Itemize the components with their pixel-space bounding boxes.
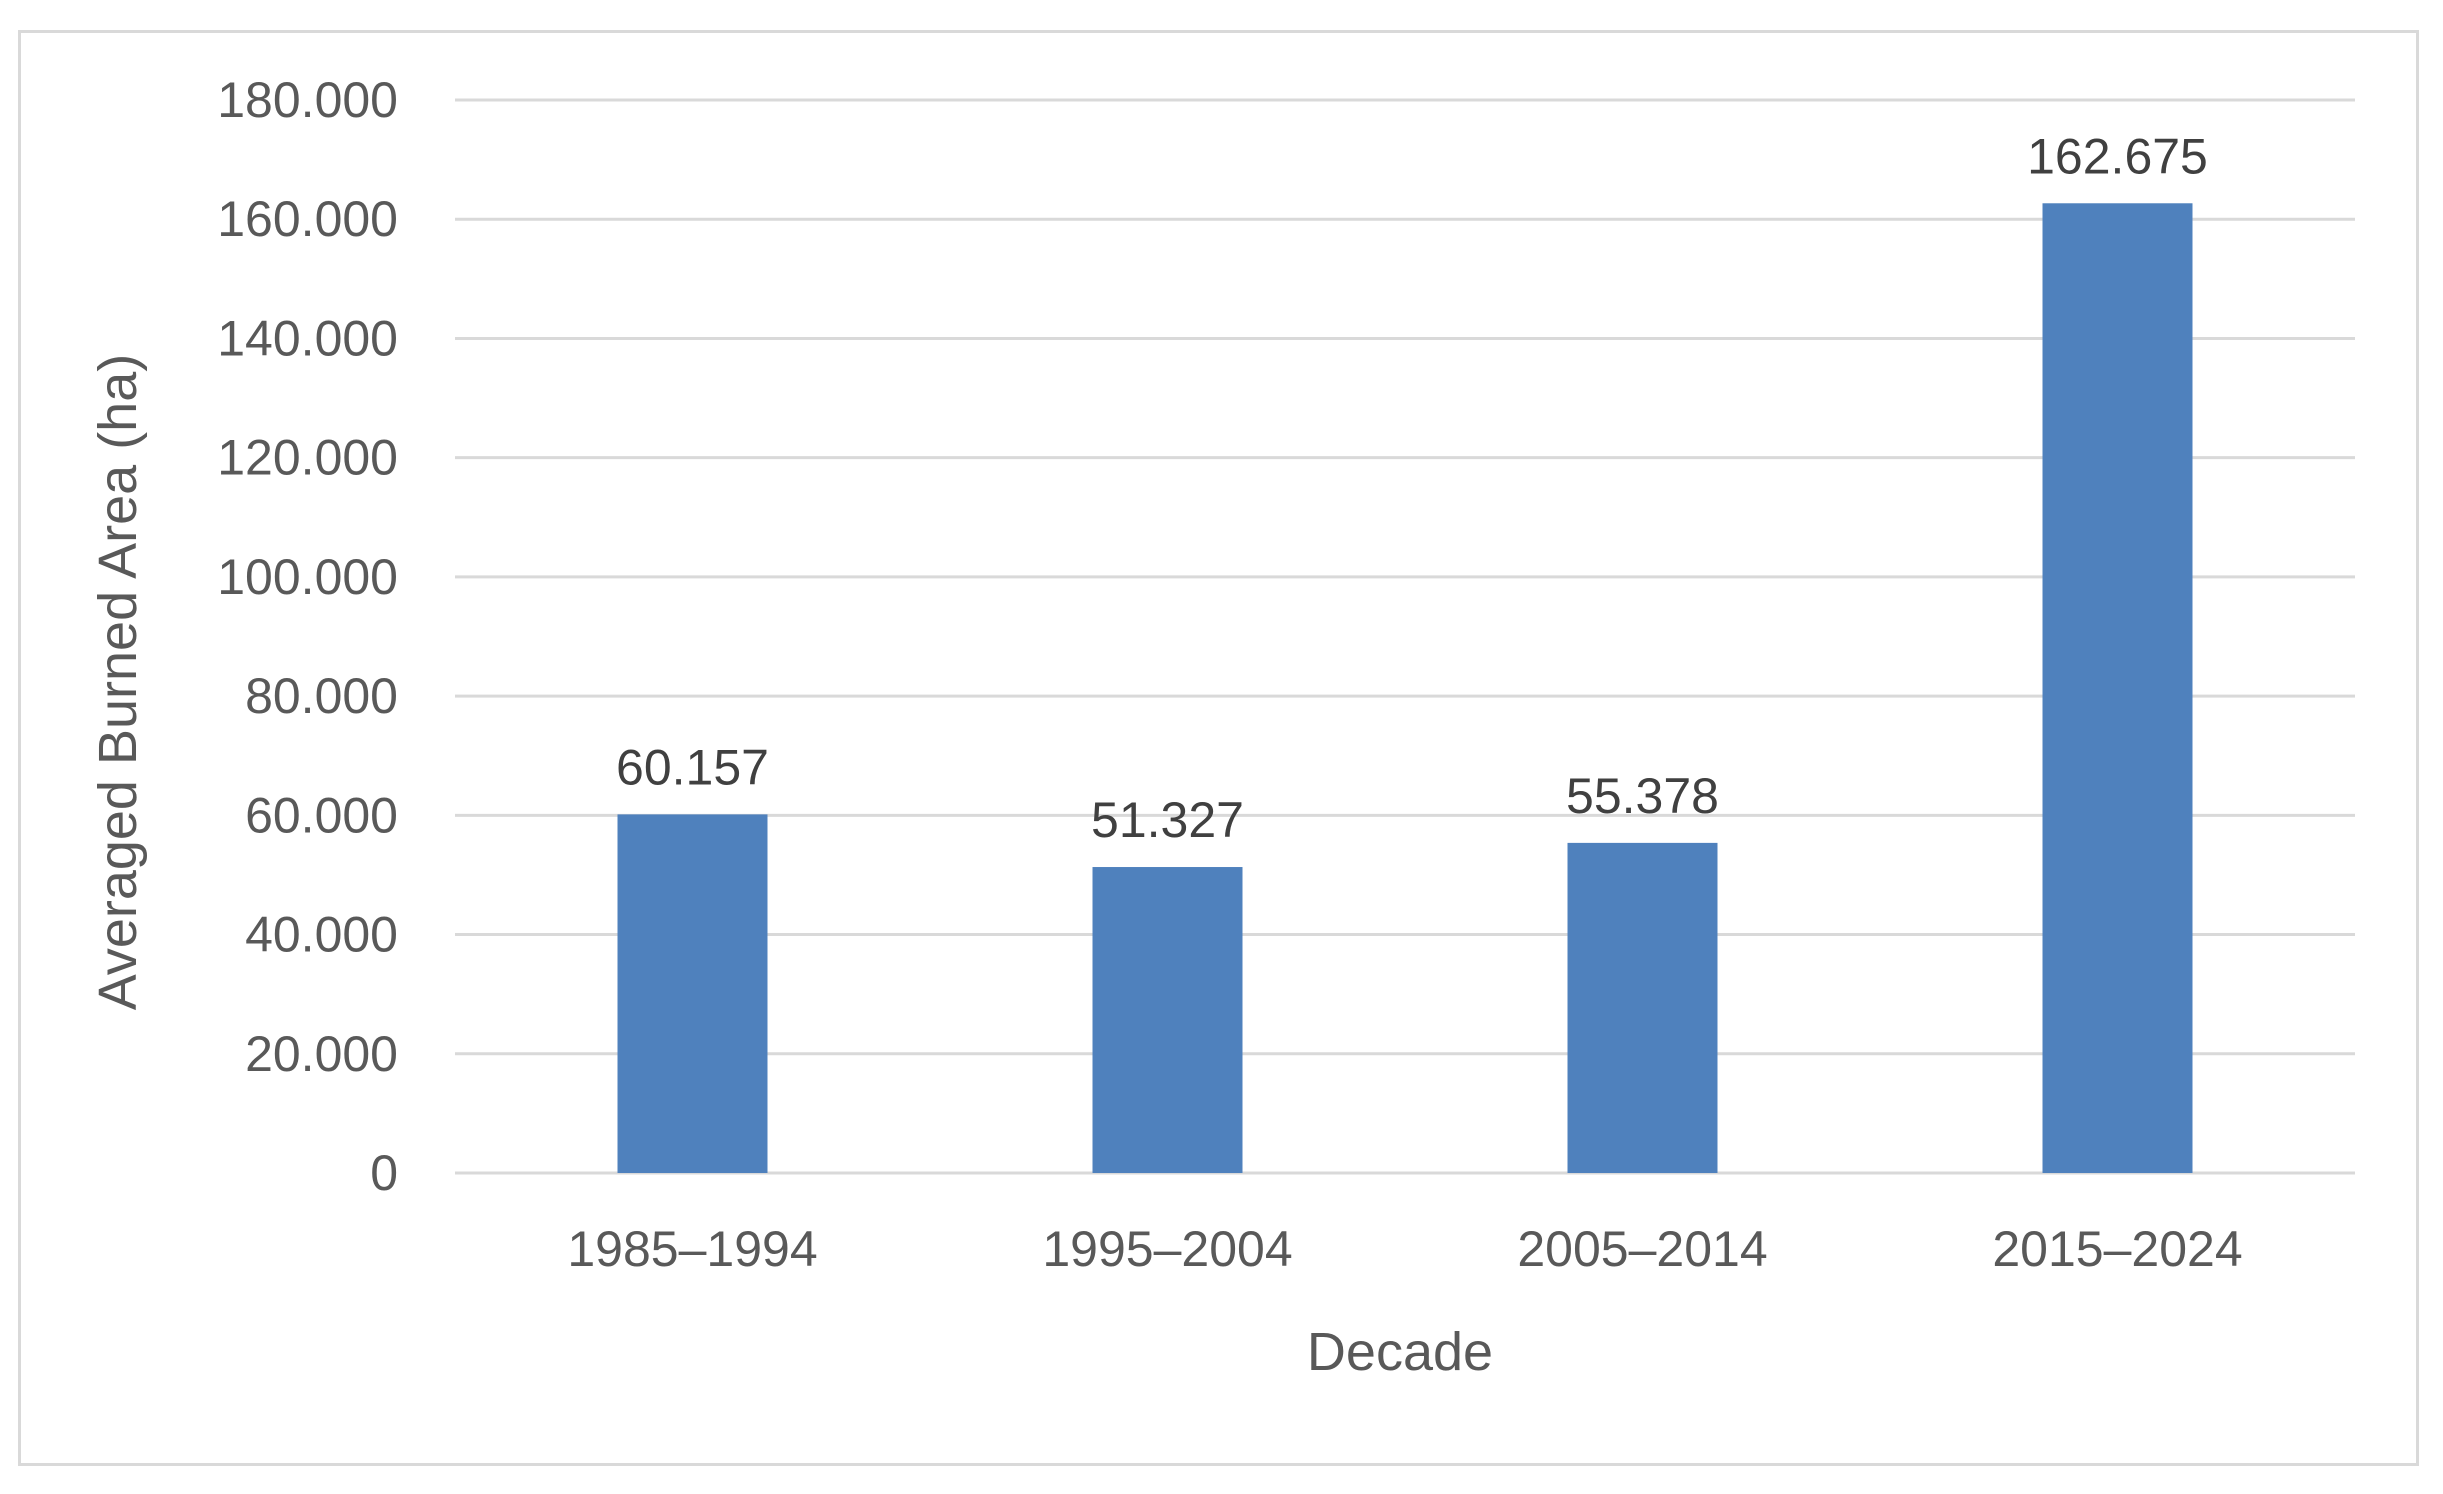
y-axis-title: Averaged Burned Area (ha) bbox=[88, 354, 148, 1010]
chart-frame bbox=[18, 30, 2419, 1466]
data-labels: 60.157 51.327 55.378 162.675 bbox=[616, 128, 2208, 848]
y-tick-label-3: 60.000 bbox=[245, 787, 398, 843]
bar-2 bbox=[1567, 842, 1718, 1173]
y-tick-label-8: 160.000 bbox=[217, 191, 398, 247]
x-tick-label-3: 2015–2024 bbox=[1992, 1221, 2242, 1277]
y-tick-label-9: 180.000 bbox=[217, 72, 398, 128]
x-tick-label-2: 2005–2014 bbox=[1517, 1221, 1767, 1277]
data-label-0: 60.157 bbox=[616, 739, 769, 795]
bar-0 bbox=[617, 814, 768, 1173]
y-tick-label-6: 120.000 bbox=[217, 430, 398, 486]
bar-3 bbox=[2042, 203, 2193, 1173]
bar-1 bbox=[1092, 867, 1243, 1173]
gridlines bbox=[455, 98, 2355, 1175]
data-label-1: 51.327 bbox=[1091, 792, 1244, 848]
data-label-2: 55.378 bbox=[1566, 768, 1719, 824]
y-tick-label-1: 20.000 bbox=[245, 1026, 398, 1082]
x-tick-label-0: 1985–1994 bbox=[567, 1221, 817, 1277]
x-tick-label-1: 1995–2004 bbox=[1042, 1221, 1292, 1277]
x-axis-ticks: 1985–1994 1995–2004 2005–2014 2015–2024 bbox=[567, 1221, 2242, 1277]
x-axis-title: Decade bbox=[1307, 1322, 1493, 1382]
y-tick-label-4: 80.000 bbox=[245, 668, 398, 724]
y-axis-ticks: 0 20.000 40.000 60.000 80.000 100.000 120.000 1… bbox=[217, 72, 398, 1201]
y-tick-label-5: 100.000 bbox=[217, 549, 398, 605]
data-label-3: 162.675 bbox=[2027, 128, 2208, 184]
y-tick-label-7: 140.000 bbox=[217, 310, 398, 366]
bars bbox=[617, 203, 2193, 1173]
y-tick-label-0: 0 bbox=[370, 1145, 398, 1201]
y-tick-label-2: 40.000 bbox=[245, 907, 398, 963]
